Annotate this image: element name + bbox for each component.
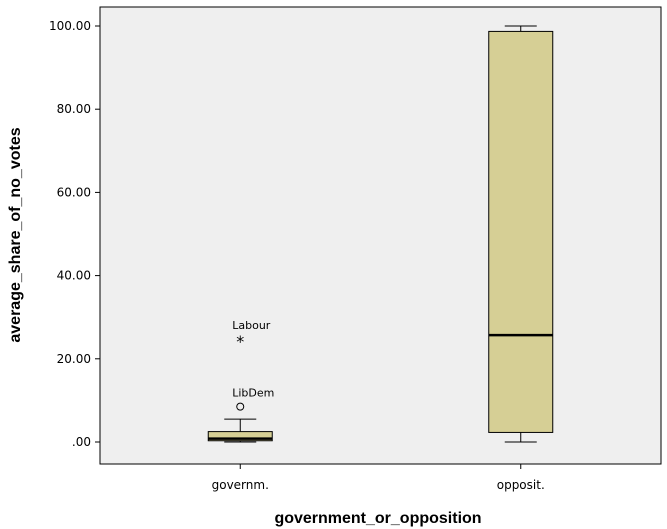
y-tick-label: 40.00 [57,269,91,283]
box-iqr [488,30,554,433]
outlier-star: * [236,332,244,351]
plot-area [99,6,662,465]
y-tick-label: 80.00 [57,102,91,116]
y-tick-label: .00 [72,435,91,449]
y-tick-label: 60.00 [57,185,91,199]
outlier-label: Labour [232,319,271,332]
y-tick-label: 20.00 [57,352,91,366]
y-axis-title: average_share_of_no_votes [7,127,24,342]
y-axis-ticks: .00 20.00 40.00 60.00 80.00 100.00 [49,19,100,449]
box-iqr [207,431,273,442]
boxes: LibDem *Labour [207,25,554,443]
x-tick-label: opposit. [497,478,545,492]
y-tick-label: 100.00 [49,19,91,33]
x-tick-label: governm. [212,478,269,492]
x-axis-ticks: governm. opposit. [212,464,545,492]
outlier-label: LibDem [232,387,274,400]
outlier-circle [236,402,245,411]
x-axis-title: government_or_opposition [274,510,481,527]
